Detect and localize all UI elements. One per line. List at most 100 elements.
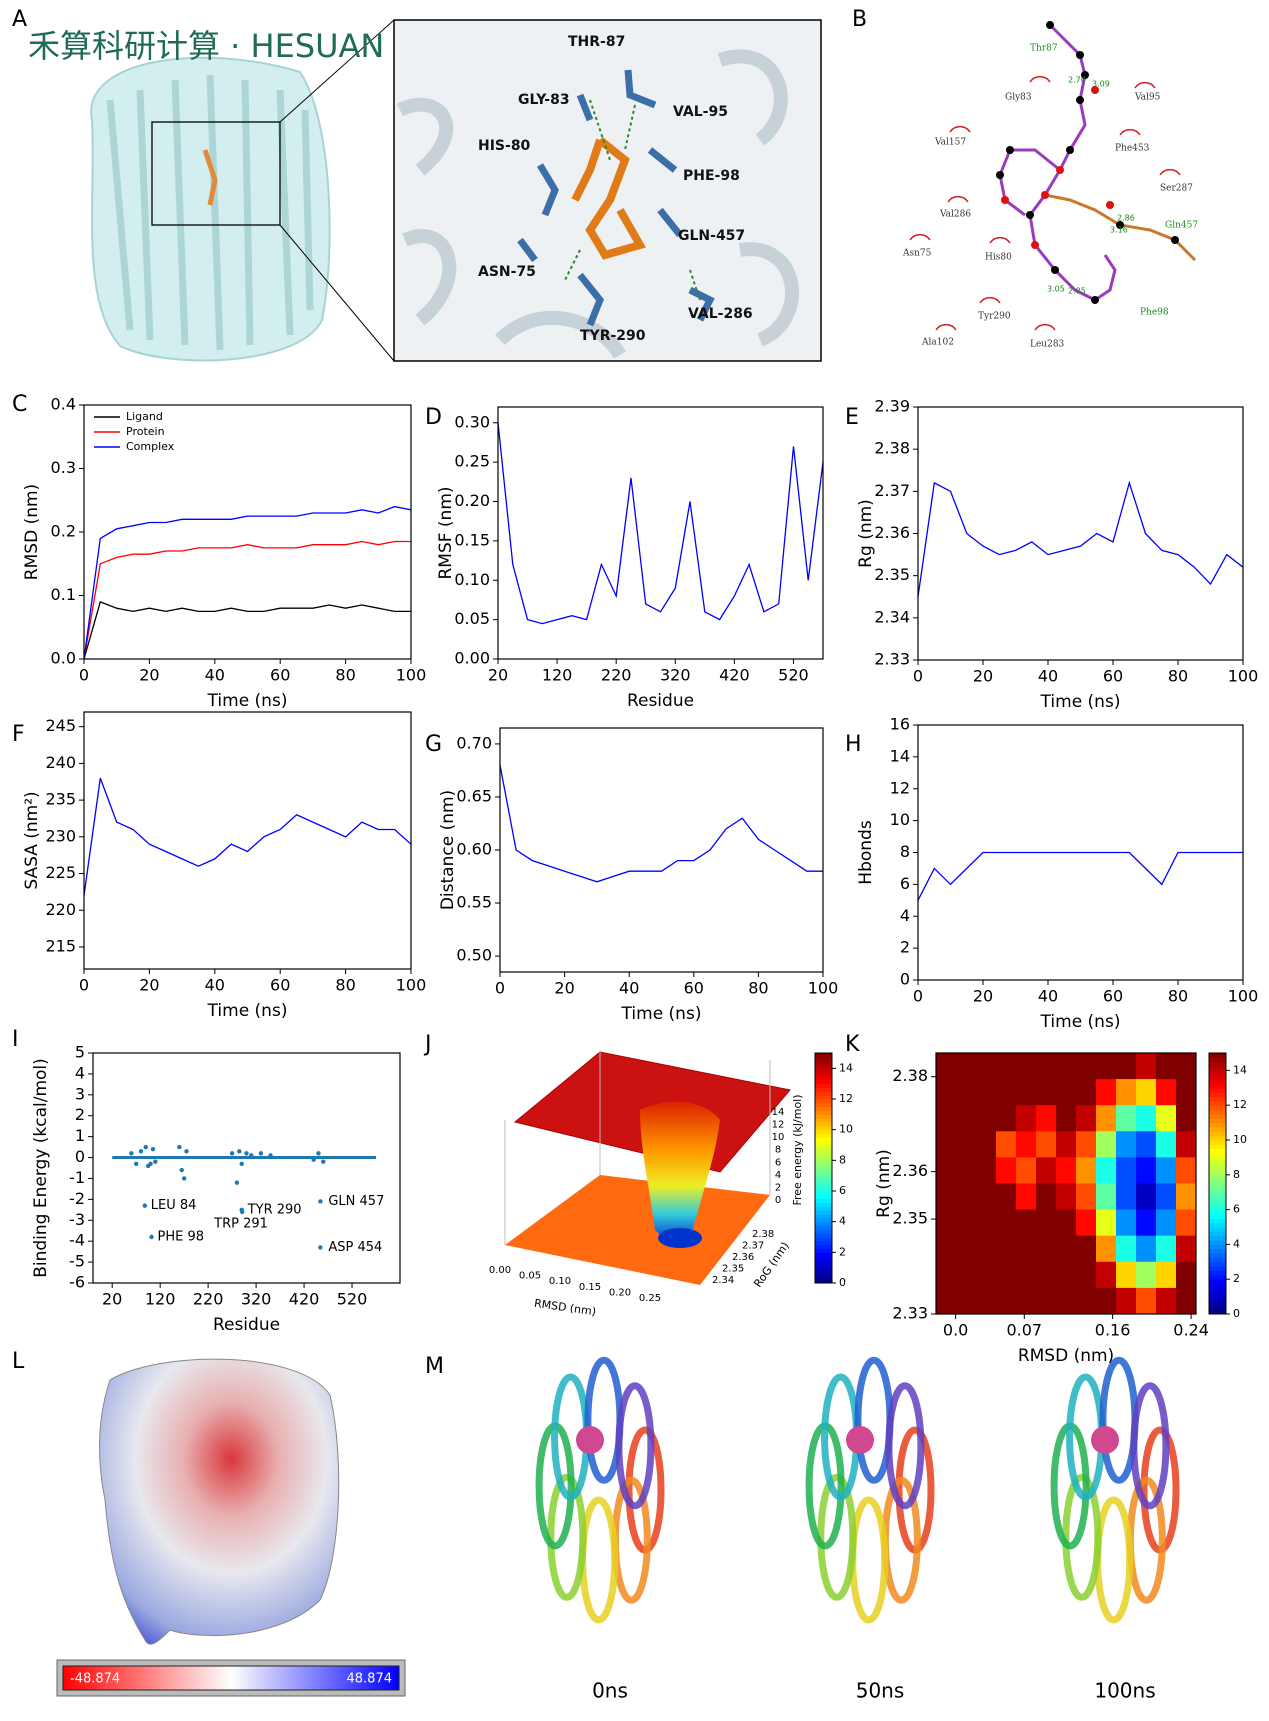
heat-cell (996, 1053, 1017, 1080)
y-tick-label: 2.36 (874, 523, 910, 542)
heat-cell (1136, 1079, 1157, 1106)
panel-label: I (12, 1027, 19, 1052)
colorbar-step (815, 1248, 832, 1253)
x-axis-label: Time (ns) (207, 691, 288, 711)
heat-cell (936, 1209, 957, 1237)
heat-cell (1116, 1131, 1137, 1158)
y-tick-label: 2.35 (722, 1264, 744, 1275)
colorbar-step (815, 1252, 832, 1257)
ligand-residue: Tyr290 (978, 312, 1011, 322)
heat-cell (1176, 1053, 1197, 1080)
z-tick-label: 12 (772, 1120, 785, 1131)
heat-cell (1136, 1131, 1157, 1158)
colorbar-step (815, 1053, 832, 1058)
colorbar-step (1209, 1253, 1226, 1258)
helix-bundle (849, 1496, 889, 1624)
residue-label: HIS-80 (478, 138, 531, 154)
colorbar-step (815, 1079, 832, 1085)
colorbar-step (815, 1171, 832, 1177)
y-tick-label: 2.37 (874, 481, 910, 500)
x-axis-label: Residue (213, 1315, 280, 1335)
y-tick-label: 16 (890, 715, 910, 734)
x-tick-label: 320 (241, 1290, 272, 1309)
x-tick-label: 0.07 (1006, 1321, 1042, 1340)
heat-cell (1076, 1157, 1097, 1184)
y-tick-label: 0.55 (456, 893, 492, 912)
protein-overview (90, 19, 395, 362)
heat-cell (1076, 1183, 1097, 1211)
y-tick-label: 245 (45, 716, 76, 735)
ligand-spheres (846, 1426, 874, 1454)
colorbar-step (815, 1099, 832, 1104)
heat-cell (1096, 1053, 1117, 1080)
colorbar-step (1209, 1070, 1226, 1076)
heat-cell (956, 1183, 977, 1211)
colorbar-step (815, 1237, 832, 1242)
y-tick-label: 2.36 (892, 1161, 928, 1180)
colorbar-step (1209, 1266, 1226, 1271)
heat-cell (1156, 1183, 1177, 1211)
x-tick-label: 40 (1038, 987, 1058, 1006)
heat-cell (1116, 1105, 1137, 1132)
colorbar-step (1209, 1192, 1226, 1198)
series-line (83, 601, 411, 660)
y-tick-label: 0.50 (456, 946, 492, 965)
point (129, 1151, 134, 1156)
x-tick-label: 20 (139, 666, 159, 685)
heat-cell (1116, 1209, 1137, 1237)
heat-cell (1016, 1287, 1037, 1315)
x-axis-label: Time (ns) (621, 1004, 702, 1024)
point (133, 1161, 139, 1167)
point (179, 1167, 184, 1173)
heat-cell (1096, 1157, 1117, 1184)
x-tick-label: 120 (145, 1290, 176, 1309)
x-tick-label: 80 (1168, 987, 1188, 1006)
colorbar-step (815, 1156, 832, 1161)
residue-label: THR-87 (568, 34, 625, 50)
funnel (640, 1101, 720, 1242)
heat-cell (1036, 1183, 1057, 1211)
heat-cell (1056, 1235, 1077, 1263)
md-snapshots: 0ns 50ns 100ns (535, 1356, 1180, 1703)
panel-label: A (12, 7, 27, 32)
x-tick-label: 0.00 (489, 1265, 511, 1276)
ligand-residue: Phe98 (1140, 308, 1169, 318)
colorbar-step (815, 1240, 832, 1246)
heat-cell (996, 1287, 1017, 1315)
colorbar-step (1209, 1057, 1226, 1063)
heat-cell (996, 1209, 1017, 1237)
colorbar-step (815, 1060, 832, 1065)
y-tick-label: 2.38 (874, 439, 910, 458)
y-tick-label: -1 (69, 1168, 85, 1187)
heat-cell (1036, 1105, 1057, 1132)
colorbar-step (1209, 1200, 1226, 1206)
hbond-distance: 2.70 (1068, 76, 1086, 85)
plot-frame (92, 1052, 401, 1284)
heat-cell (1096, 1183, 1117, 1211)
heat-cell (1176, 1209, 1197, 1237)
helix-bundle (1062, 1473, 1102, 1601)
colorbar-step (815, 1114, 832, 1119)
colorbar-step (1209, 1053, 1226, 1058)
series-line (917, 480, 1244, 597)
bottom-plane (505, 1175, 770, 1285)
y-tick-label: -4 (69, 1231, 85, 1250)
colorbar-step (815, 1225, 832, 1230)
ligand-spheres (576, 1426, 604, 1454)
point (316, 1151, 321, 1156)
heat-cell (1096, 1079, 1117, 1106)
y-tick-label: 2.33 (874, 650, 910, 669)
colorbar-step (1209, 1179, 1226, 1184)
colorbar-tick-label: 6 (839, 1184, 846, 1197)
colorbar-step (815, 1233, 832, 1238)
colorbar-step (815, 1210, 832, 1215)
y-tick-label: 12 (890, 778, 910, 797)
helix-bundle (1099, 1356, 1139, 1484)
y-tick-label: 0.2 (51, 522, 76, 541)
x-tick-label: 420 (289, 1290, 320, 1309)
heat-cell (1036, 1261, 1057, 1289)
heat-cell (996, 1131, 1017, 1158)
heat-cell (1056, 1079, 1077, 1106)
box-edges (504, 1050, 771, 1245)
hbond-distance: 3.09 (1092, 80, 1110, 89)
